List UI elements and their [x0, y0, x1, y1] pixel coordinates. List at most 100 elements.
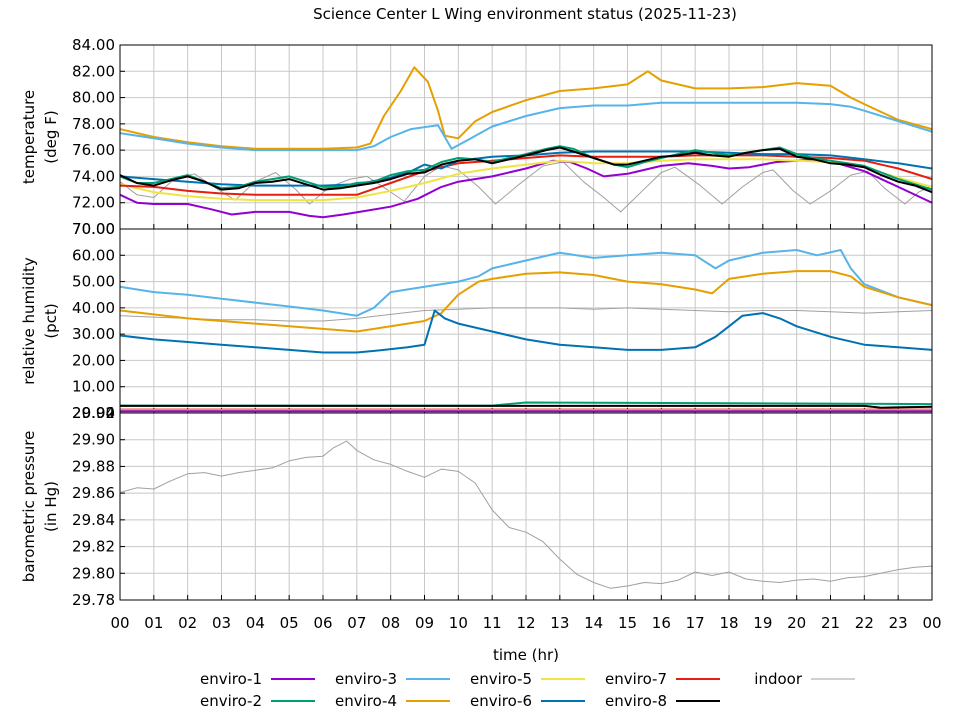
legend-label: enviro-5	[470, 670, 532, 688]
panel-series	[120, 66, 932, 219]
y-tick-label: 29.90	[72, 431, 115, 449]
series-line-enviro-4	[120, 66, 932, 150]
legend-item-enviro-6: enviro-6	[470, 692, 585, 710]
panel-grid	[119, 412, 933, 601]
x-tick-label: 10	[449, 614, 468, 632]
y-tick-label: 20.00	[72, 351, 115, 369]
legend-item-enviro-5: enviro-5	[470, 670, 585, 688]
x-tick-label: 18	[719, 614, 738, 632]
panel-1: 70.00 72.00 74.00 76.00 78.00 80.00 82.00 84.00…	[20, 36, 933, 238]
y-tick-label: 76.00	[72, 141, 115, 159]
y-tick-label: 74.00	[72, 167, 115, 185]
x-tick-label: 20	[787, 614, 806, 632]
x-tick-label: 04	[246, 614, 265, 632]
legend-label: enviro-4	[335, 692, 397, 710]
series-line-indoor	[120, 161, 932, 213]
panel-2: 0.00 10.00 20.00 30.00 40.00 50.00 60.00 70.00 2…	[20, 220, 933, 422]
x-tick-label: 13	[550, 614, 569, 632]
y-axis-label: relative humidity (pct)	[20, 257, 60, 385]
y-axis-label-line: (in Hg)	[42, 481, 60, 532]
y-tick-label: 29.86	[72, 484, 115, 502]
x-tick-label: 23	[889, 614, 908, 632]
y-tick-label: 70.00	[72, 220, 115, 238]
legend-label: enviro-2	[200, 692, 262, 710]
y-tick-label: 29.92	[72, 404, 115, 422]
series-line-indoor	[120, 307, 932, 322]
y-tick-label: 72.00	[72, 194, 115, 212]
series-line-enviro-5	[120, 158, 932, 202]
series-line-enviro-6	[120, 309, 932, 354]
y-axis-label-line: (deg F)	[42, 110, 60, 163]
legend-label: enviro-8	[605, 692, 667, 710]
x-tick-label: 21	[821, 614, 840, 632]
y-tick-label: 80.00	[72, 89, 115, 107]
legend-item-enviro-4: enviro-4	[335, 692, 450, 710]
series-line-enviro-8	[120, 146, 932, 194]
x-tick-label: 19	[753, 614, 772, 632]
panel-series	[120, 249, 932, 413]
series-line-enviro-1	[120, 158, 932, 219]
legend-item-enviro-3: enviro-3	[335, 670, 450, 688]
y-tick-label: 78.00	[72, 115, 115, 133]
y-tick-label: 29.84	[72, 511, 115, 529]
panel-frame	[119, 412, 933, 601]
x-tick-label: 14	[584, 614, 603, 632]
panel-series	[120, 440, 932, 589]
panel-3: 29.78 29.80 29.82 29.84 29.86 29.88 29.90 29.92…	[20, 404, 933, 609]
series-line-enviro-2	[120, 145, 932, 191]
x-tick-label: 12	[516, 614, 535, 632]
x-axis-label: time (hr)	[493, 646, 559, 664]
x-tick-label: 00	[110, 614, 129, 632]
legend-label: enviro-1	[200, 670, 262, 688]
series-line-enviro-6	[120, 150, 932, 187]
legend-label: enviro-3	[335, 670, 397, 688]
legend-label: enviro-6	[470, 692, 532, 710]
legend-item-enviro-8: enviro-8	[605, 692, 720, 710]
x-tick-label: 16	[652, 614, 671, 632]
series-line-enviro-4	[120, 270, 932, 333]
x-tick-label: 11	[483, 614, 502, 632]
y-tick-label: 84.00	[72, 36, 115, 54]
y-tick-label: 29.94	[72, 404, 115, 422]
x-tick-label: 05	[280, 614, 299, 632]
panel-grid	[119, 228, 933, 414]
y-tick-label: 10.00	[72, 378, 115, 396]
plot-panels: 70.00 72.00 74.00 76.00 78.00 80.00 82.00 84.00…	[20, 36, 933, 609]
x-tick-label: 17	[686, 614, 705, 632]
y-tick-label: 30.00	[72, 325, 115, 343]
legend: enviro-1 enviro-2 enviro-3 enviro-4 enviro-5…	[200, 670, 855, 710]
series-line-indoor	[120, 440, 932, 589]
series-line-enviro-3	[120, 101, 932, 152]
y-axis-label-line: relative humidity	[20, 257, 38, 385]
series-line-enviro-3	[120, 249, 932, 317]
legend-item-enviro-1: enviro-1	[200, 670, 315, 688]
y-tick-label: 60.00	[72, 246, 115, 264]
series-line-enviro-8	[120, 404, 932, 409]
y-tick-label: 40.00	[72, 299, 115, 317]
legend-item-enviro-2: enviro-2	[200, 692, 315, 710]
legend-item-enviro-7: enviro-7	[605, 670, 720, 688]
x-tick-label: 15	[618, 614, 637, 632]
x-tick-label: 09	[415, 614, 434, 632]
y-tick-label: 29.80	[72, 564, 115, 582]
y-tick-label: 29.78	[72, 591, 115, 609]
y-tick-label: 0.00	[82, 404, 115, 422]
x-tick-label: 07	[347, 614, 366, 632]
x-tick-labels: 00 01 02 03 04 05 06 07 08 09 10 11 12 13 14 15 16 17 18 19…	[110, 614, 941, 632]
y-tick-label: 50.00	[72, 273, 115, 291]
y-axis-label: barometric pressure (in Hg)	[20, 431, 60, 583]
x-tick-label: 03	[212, 614, 231, 632]
x-tick-label: 08	[381, 614, 400, 632]
x-tick-label: 01	[144, 614, 163, 632]
x-tick-label: 06	[313, 614, 332, 632]
y-axis-label: temperature (deg F)	[20, 90, 60, 184]
legend-label: indoor	[754, 670, 803, 688]
x-tick-label: 22	[855, 614, 874, 632]
chart-title: Science Center L Wing environment status…	[313, 5, 737, 23]
legend-item-indoor: indoor	[754, 670, 855, 688]
y-axis-label-line: barometric pressure	[20, 431, 38, 583]
panel-grid	[119, 44, 933, 230]
x-tick-label: 00	[922, 614, 941, 632]
y-tick-label: 29.88	[72, 457, 115, 475]
